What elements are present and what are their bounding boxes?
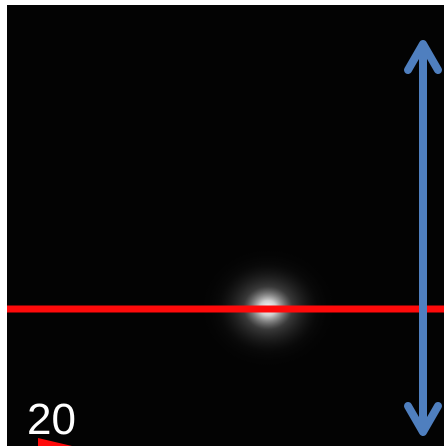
- page: {"scale_label": "20"} 20 (() => { const …: [0, 0, 444, 446]
- micrograph: [7, 5, 444, 446]
- scale-label: 20: [27, 395, 76, 444]
- image-panel: 20: [0, 0, 444, 446]
